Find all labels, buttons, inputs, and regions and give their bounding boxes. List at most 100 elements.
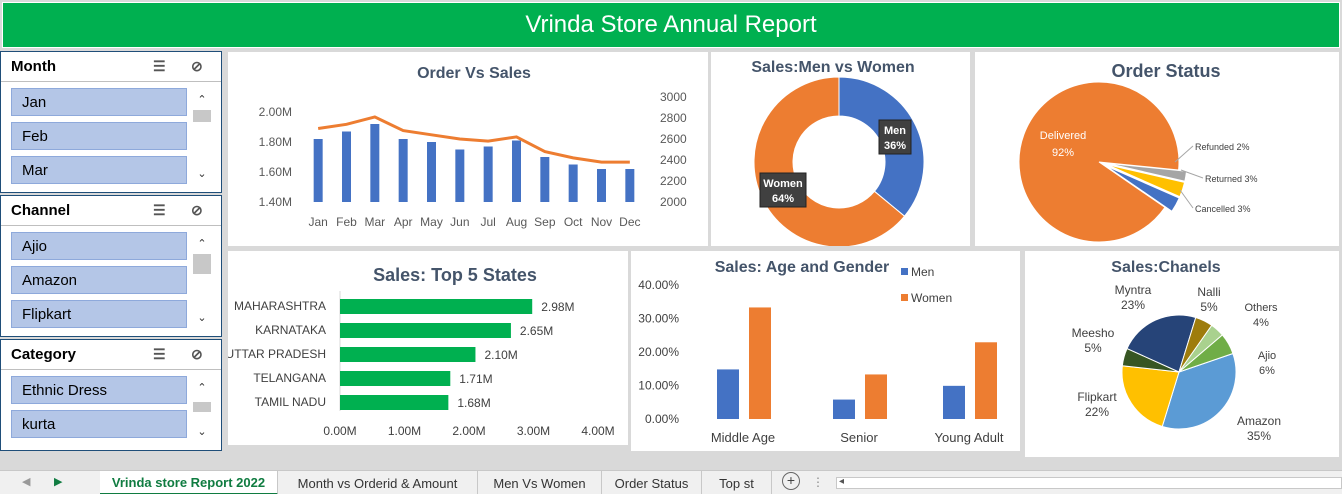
state-bar	[340, 347, 476, 362]
clear-filter-icon[interactable]: ⊘	[191, 58, 203, 74]
x-tick-label: 4.00M	[581, 424, 614, 438]
order-vs-sales-chart: 2.00M 1.80M 1.60M 1.40M 3000 2800 2600 2400 2200…	[259, 90, 687, 229]
multi-select-icon[interactable]: ☰	[153, 346, 166, 362]
scroll-down-icon[interactable]: ⌄	[197, 168, 207, 180]
slicer-header: Channel ☰ ⊘	[1, 196, 221, 226]
y2-tick-label: 2800	[660, 111, 687, 125]
tab-scroll-left-icon[interactable]: ◀	[22, 476, 31, 488]
tab-top-states[interactable]: Top st	[702, 471, 772, 494]
age-gender-bar	[833, 399, 855, 419]
order-vs-sales-panel[interactable]: Order Vs Sales 2.00M 1.80M 1.60M 1.40M 3000 2…	[228, 52, 708, 246]
scroll-up-icon[interactable]: ⌃	[197, 94, 207, 106]
donut-slice	[838, 76, 925, 217]
clear-filter-icon[interactable]: ⊘	[191, 346, 203, 362]
y2-tick-label: 2000	[660, 195, 687, 209]
slicer-item-ethnic-dress[interactable]: Ethnic Dress	[11, 376, 187, 404]
pie-slice	[1018, 81, 1180, 243]
tab-month-vs-orderid[interactable]: Month vs Orderid & Amount	[278, 471, 478, 494]
top-states-panel[interactable]: Sales: Top 5 States MAHARASHTRA 2.98M KARN…	[228, 251, 628, 445]
data-label-name: Flipkart	[1077, 390, 1117, 404]
x-tick-label: 3.00M	[517, 424, 550, 438]
sales-bar	[597, 169, 606, 202]
y-tick-label: 0.00%	[645, 412, 679, 426]
data-label: 1.71M	[459, 372, 492, 386]
state-bar	[340, 299, 533, 314]
multi-select-icon[interactable]: ☰	[153, 58, 166, 74]
report-title: Vrinda Store Annual Report	[525, 11, 817, 38]
chart-title: Order Status	[1111, 61, 1221, 81]
scroll-up-icon[interactable]: ⌃	[197, 238, 207, 250]
slicer-item-label: Feb	[22, 127, 48, 145]
scrollbar-thumb[interactable]	[193, 110, 211, 122]
x-tick-label: Jul	[480, 215, 495, 229]
data-label: 2.98M	[541, 300, 574, 314]
x-tick-label: Sep	[534, 215, 556, 229]
tab-label: Top st	[719, 475, 754, 491]
tab-men-vs-women[interactable]: Men Vs Women	[478, 471, 602, 494]
data-label-value: 35%	[1247, 429, 1271, 443]
tab-scroll-right-icon[interactable]: ▶	[54, 476, 63, 488]
category-slicer: Category ☰ ⊘ Ethnic Dress kurta ⌃ ⌄	[0, 339, 222, 451]
slicer-header: Month ☰ ⊘	[1, 52, 221, 82]
orders-line	[317, 115, 630, 164]
y2-tick-label: 2400	[660, 153, 687, 167]
age-gender-panel[interactable]: Sales: Age and Gender 40.00% 30.00% 20.00%…	[631, 251, 1020, 451]
horizontal-scrollbar[interactable]: ◂	[836, 476, 1342, 489]
scrollbar-thumb[interactable]	[193, 402, 211, 412]
data-label-name: Others	[1244, 302, 1278, 314]
state-bar	[340, 323, 511, 338]
data-label: 2.10M	[484, 348, 517, 362]
scroll-down-icon[interactable]: ⌄	[197, 312, 207, 324]
sheet-tab-bar: ◀ ▶ Vrinda store Report 2022 Month vs Or…	[0, 470, 1342, 494]
data-label-name: Meesho	[1072, 326, 1115, 340]
tab-order-status[interactable]: Order Status	[602, 471, 702, 494]
pie-slice	[1105, 165, 1180, 212]
pie-slice	[1161, 352, 1237, 430]
sales-bar	[625, 169, 635, 202]
leader-line	[1179, 189, 1194, 209]
scrollbar-thumb[interactable]	[193, 254, 211, 274]
tab-vrinda-store-report[interactable]: Vrinda store Report 2022	[100, 471, 278, 494]
data-label-value: 22%	[1085, 405, 1109, 419]
data-label-value: 64%	[772, 193, 794, 205]
top-states-chart: MAHARASHTRA 2.98M KARNATAKA 2.65M UTTAR PRAD…	[228, 291, 615, 438]
slicer-item-jan[interactable]: Jan	[11, 88, 187, 116]
x-tick-label: Middle Age	[711, 430, 775, 445]
state-bar	[340, 371, 451, 386]
slicer-item-label: Amazon	[22, 271, 78, 289]
age-gender-bar	[717, 369, 739, 419]
multi-select-icon[interactable]: ☰	[153, 202, 166, 218]
pie-slice	[1178, 334, 1234, 373]
scroll-left-icon[interactable]: ◂	[839, 476, 845, 487]
slicer-item-amazon[interactable]: Amazon	[11, 266, 187, 294]
data-label-value: 5%	[1084, 341, 1102, 355]
legend-swatch	[901, 294, 908, 301]
x-tick-label: Apr	[394, 215, 413, 229]
x-tick-label: 2.00M	[452, 424, 485, 438]
more-options-icon[interactable]: ⋮	[812, 475, 824, 489]
scroll-down-icon[interactable]: ⌄	[197, 426, 207, 438]
scroll-up-icon[interactable]: ⌃	[197, 382, 207, 394]
chart-title: Order Vs Sales	[417, 65, 531, 82]
men-vs-women-panel[interactable]: Sales:Men vs Women Men 36% Women 64%	[711, 52, 970, 246]
x-tick-label: Oct	[564, 215, 583, 229]
slicer-item-kurta[interactable]: kurta	[11, 410, 187, 438]
order-status-panel[interactable]: Order Status Delivered 92% Refunded 2% Retu…	[975, 52, 1339, 246]
clear-filter-icon[interactable]: ⊘	[191, 202, 203, 218]
slicer-item-ajio[interactable]: Ajio	[11, 232, 187, 260]
data-label-box	[759, 172, 807, 208]
slicer-item-flipkart[interactable]: Flipkart	[11, 300, 187, 328]
x-tick-label: May	[420, 215, 443, 229]
data-label-name: Myntra	[1115, 283, 1152, 297]
slicer-item-label: Ajio	[22, 237, 48, 255]
slicer-item-feb[interactable]: Feb	[11, 122, 187, 150]
add-sheet-icon[interactable]: +	[782, 472, 800, 490]
slicer-item-label: kurta	[22, 415, 56, 433]
data-label: 2.65M	[520, 324, 553, 338]
pie-slice	[1121, 365, 1180, 428]
data-label-value: 36%	[884, 140, 906, 152]
channels-panel[interactable]: Sales:Chanels Amazon 35% Flipkart 22% Meesho…	[1025, 251, 1339, 457]
x-tick-label: Jan	[308, 215, 327, 229]
legend-label: Women	[911, 291, 952, 305]
slicer-item-mar[interactable]: Mar	[11, 156, 187, 184]
